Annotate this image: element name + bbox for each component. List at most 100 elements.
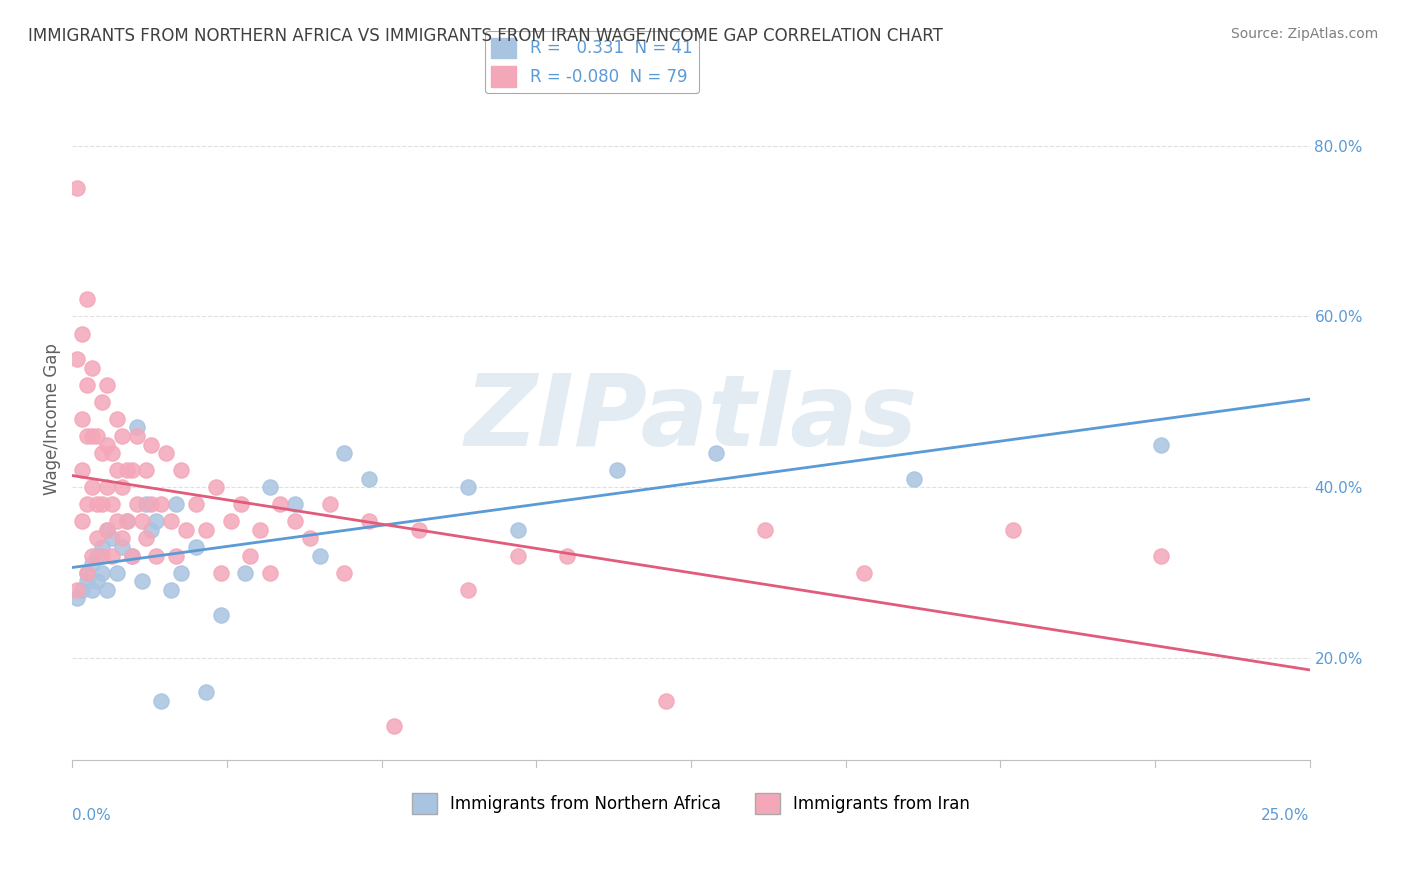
Point [155,446,177,460]
Point [141,437,163,451]
Point [333,566,356,580]
Point [704,446,727,460]
Point [86,532,108,546]
Point [86,429,108,443]
Point [170,566,193,580]
Legend: Immigrants from Northern Africa, Immigrants from Iran: Immigrants from Northern Africa, Immigra… [405,787,977,821]
Point [209,608,232,623]
Point [96,582,118,597]
Point [174,523,197,537]
Point [121,549,143,563]
Point [555,549,578,563]
Point [145,549,167,563]
Point [96,437,118,451]
Point [70,463,93,477]
Point [408,523,430,537]
Point [90,566,112,580]
Point [70,514,93,528]
Point [165,497,187,511]
Text: ZIPatlas: ZIPatlas [464,370,918,467]
Point [96,480,118,494]
Point [86,574,108,588]
Point [101,446,124,460]
Point [70,326,93,341]
Point [229,497,252,511]
Point [111,429,134,443]
Point [333,446,356,460]
Point [131,514,153,528]
Y-axis label: Wage/Income Gap: Wage/Income Gap [44,343,60,495]
Point [219,514,242,528]
Point [80,557,103,571]
Point [655,693,678,707]
Point [298,532,321,546]
Point [80,582,103,597]
Point [165,549,187,563]
Point [76,429,98,443]
Point [105,412,128,426]
Point [160,514,183,528]
Point [80,360,103,375]
Point [76,497,98,511]
Point [259,480,281,494]
Point [160,582,183,597]
Point [66,181,89,195]
Point [66,582,89,597]
Point [90,446,112,460]
Point [80,480,103,494]
Point [76,377,98,392]
Point [141,523,163,537]
Point [135,463,157,477]
Point [170,463,193,477]
Point [121,549,143,563]
Point [457,480,479,494]
Point [249,523,271,537]
Point [66,591,89,606]
Point [76,566,98,580]
Point [111,532,134,546]
Point [86,497,108,511]
Point [606,463,628,477]
Point [131,574,153,588]
Text: 25.0%: 25.0% [1261,808,1309,823]
Point [76,566,98,580]
Point [754,523,776,537]
Point [853,566,876,580]
Point [115,514,138,528]
Point [111,480,134,494]
Point [66,352,89,367]
Point [506,549,529,563]
Point [239,549,262,563]
Point [141,497,163,511]
Point [96,377,118,392]
Point [115,514,138,528]
Point [204,480,226,494]
Point [382,719,405,733]
Point [111,540,134,554]
Point [1001,523,1024,537]
Point [135,497,157,511]
Point [101,497,124,511]
Point [145,514,167,528]
Point [209,566,232,580]
Point [70,582,93,597]
Text: Source: ZipAtlas.com: Source: ZipAtlas.com [1230,27,1378,41]
Point [90,549,112,563]
Point [457,582,479,597]
Point [235,566,257,580]
Point [359,472,381,486]
Point [284,497,307,511]
Point [90,395,112,409]
Point [90,540,112,554]
Point [125,429,148,443]
Point [903,472,925,486]
Point [184,540,207,554]
Point [150,497,173,511]
Point [96,523,118,537]
Point [259,566,281,580]
Text: IMMIGRANTS FROM NORTHERN AFRICA VS IMMIGRANTS FROM IRAN WAGE/INCOME GAP CORRELAT: IMMIGRANTS FROM NORTHERN AFRICA VS IMMIG… [28,27,943,45]
Point [76,574,98,588]
Point [284,514,307,528]
Point [80,549,103,563]
Point [318,497,340,511]
